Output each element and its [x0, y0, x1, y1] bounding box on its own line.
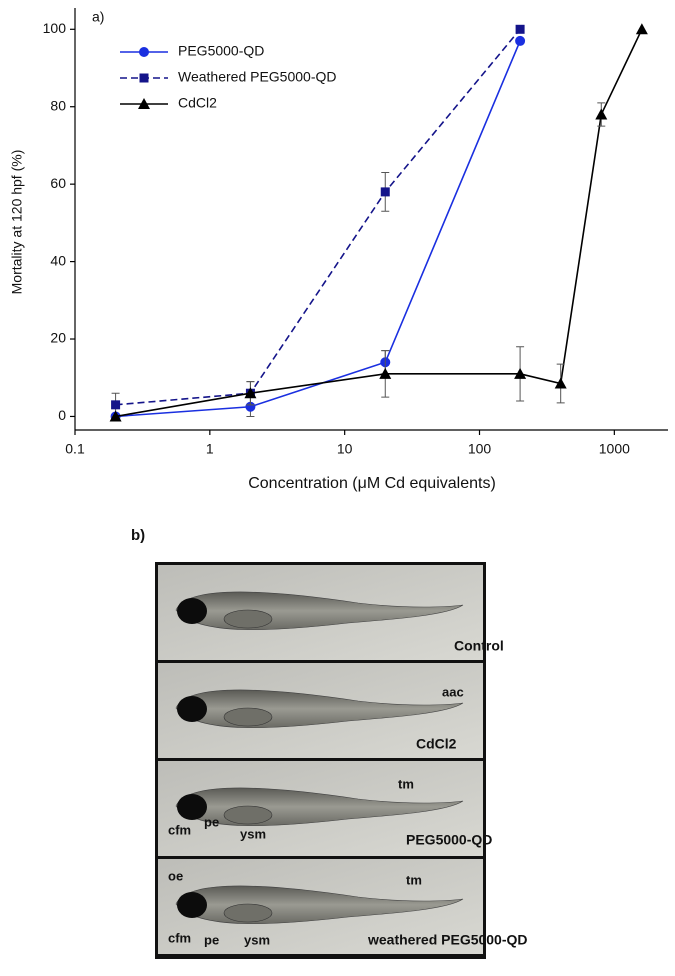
larva-eye: [177, 598, 207, 624]
legend-label: PEG5000-QD: [178, 43, 264, 59]
yolk: [223, 609, 273, 629]
photo-caption: weathered PEG5000-QD: [367, 932, 528, 948]
marker: [111, 400, 121, 410]
photo-annotation: cfm: [168, 930, 191, 945]
photo-annotation: oe: [168, 868, 183, 883]
panel-label: b): [131, 527, 145, 544]
marker: [595, 108, 608, 120]
legend-label: CdCl2: [178, 95, 217, 111]
marker: [514, 367, 527, 379]
photo-annotation: pe: [204, 814, 219, 829]
x-tick-label: 10: [337, 441, 353, 457]
series-line: [115, 28, 643, 418]
x-tick-label: 1: [206, 441, 214, 457]
y-tick-label: 0: [58, 407, 66, 423]
yolk: [223, 805, 273, 825]
marker: [109, 410, 122, 422]
larva-eye: [177, 794, 207, 820]
y-tick-label: 100: [43, 20, 67, 36]
photo-annotation: tm: [406, 872, 422, 887]
photo-caption: CdCl2: [416, 736, 457, 752]
legend-marker: [139, 73, 149, 83]
x-tick-label: 1000: [599, 441, 630, 457]
legend-marker: [138, 98, 150, 109]
marker: [554, 377, 567, 389]
marker: [379, 367, 392, 379]
larva-eye: [177, 892, 207, 918]
y-tick-label: 60: [50, 175, 66, 191]
y-tick-label: 20: [50, 330, 66, 346]
marker: [380, 187, 390, 197]
photo-annotation: ysm: [244, 932, 270, 947]
photo-caption: Control: [454, 638, 504, 654]
yolk: [223, 903, 273, 923]
legend-label: Weathered PEG5000-QD: [178, 69, 337, 85]
x-tick-label: 0.1: [65, 441, 85, 457]
larva-eye: [177, 696, 207, 722]
photo-annotation: tm: [398, 776, 414, 791]
y-axis-label: Mortality at 120 hpf (%): [9, 150, 25, 295]
x-axis-label: Concentration (μM Cd equivalents): [248, 475, 496, 492]
panel-label: a): [92, 9, 104, 25]
series-line: [115, 28, 521, 406]
marker: [515, 24, 525, 34]
series-line: [115, 40, 521, 418]
x-tick-label: 100: [468, 441, 492, 457]
photo-annotation: aac: [442, 684, 464, 699]
y-tick-label: 80: [50, 97, 66, 113]
marker: [515, 35, 526, 46]
photo-caption: PEG5000-QD: [406, 832, 492, 848]
marker: [244, 387, 257, 399]
yolk: [223, 707, 273, 727]
photo-annotation: cfm: [168, 822, 191, 837]
y-tick-label: 40: [50, 252, 66, 268]
marker: [635, 23, 648, 35]
legend-marker: [139, 47, 149, 57]
marker: [245, 401, 256, 412]
photo-panel: ControlCdCl2aacPEG5000-QDtmcfmpeysmweath…: [158, 565, 528, 954]
photo-annotation: pe: [204, 932, 219, 947]
photo-annotation: ysm: [240, 826, 266, 841]
